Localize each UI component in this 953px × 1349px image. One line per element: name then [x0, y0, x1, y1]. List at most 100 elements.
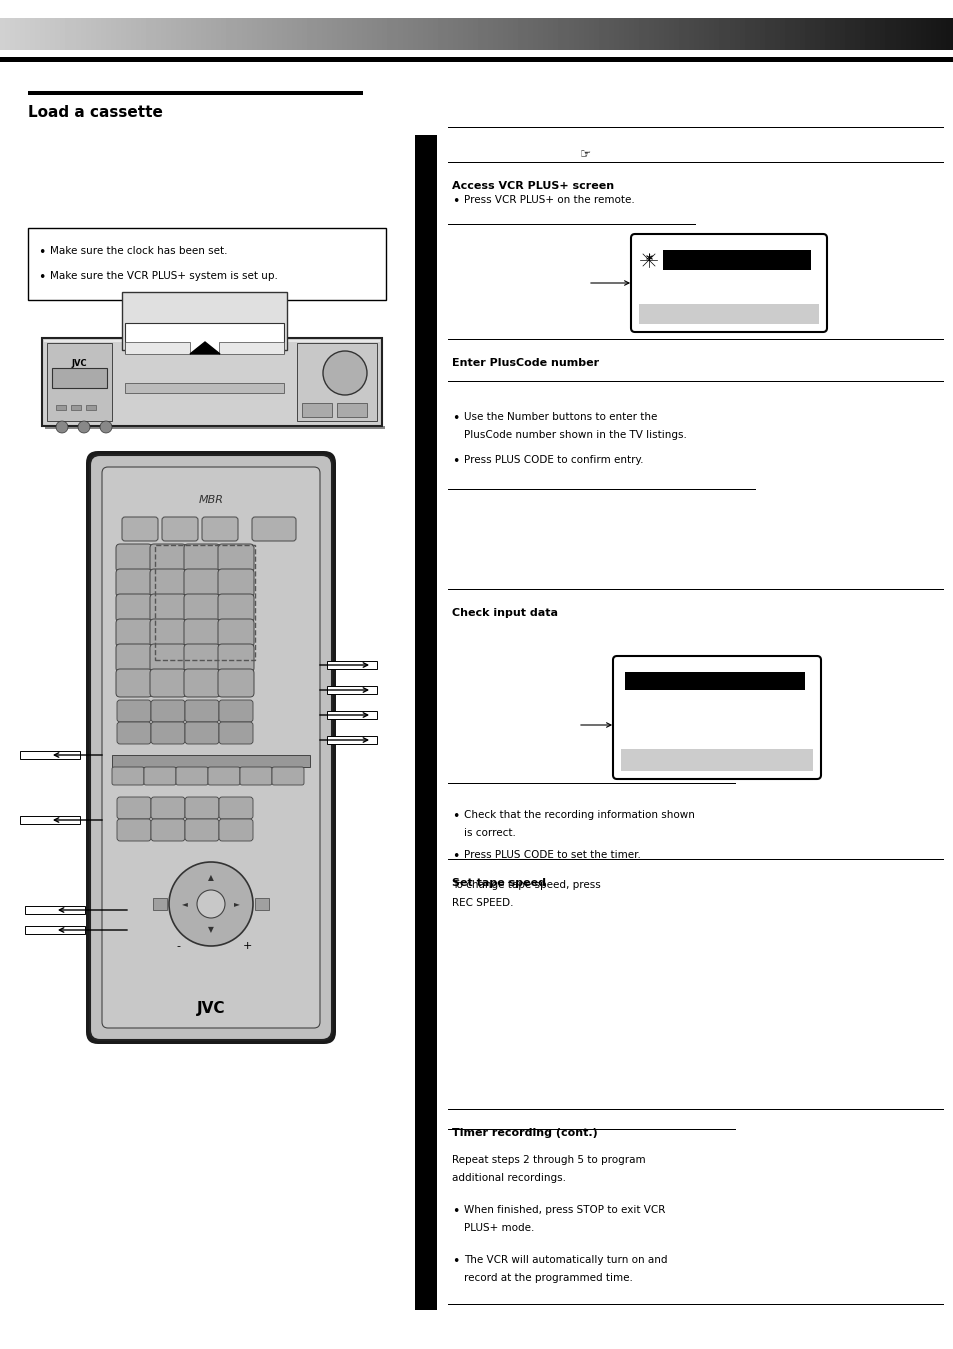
Bar — [620, 749, 812, 772]
Text: Press VCR PLUS+ on the remote.: Press VCR PLUS+ on the remote. — [463, 196, 634, 205]
Bar — [125, 343, 190, 353]
FancyBboxPatch shape — [218, 669, 253, 697]
Bar — [125, 383, 284, 393]
FancyBboxPatch shape — [252, 517, 295, 541]
FancyBboxPatch shape — [116, 594, 152, 622]
FancyBboxPatch shape — [184, 669, 220, 697]
FancyBboxPatch shape — [175, 768, 208, 785]
Text: •: • — [452, 411, 459, 425]
Text: •: • — [452, 455, 459, 468]
Bar — [336, 403, 367, 417]
FancyBboxPatch shape — [185, 797, 219, 819]
Text: •: • — [38, 271, 46, 285]
FancyBboxPatch shape — [185, 700, 219, 722]
FancyBboxPatch shape — [219, 819, 253, 840]
Bar — [448, 588, 943, 590]
Bar — [152, 898, 167, 911]
Text: Check input data: Check input data — [452, 608, 558, 618]
Bar — [125, 322, 284, 353]
FancyBboxPatch shape — [150, 619, 186, 648]
FancyBboxPatch shape — [151, 797, 185, 819]
Text: Access VCR PLUS+ screen: Access VCR PLUS+ screen — [452, 181, 614, 192]
Text: Make sure the clock has been set.: Make sure the clock has been set. — [50, 246, 227, 256]
Bar — [45, 426, 385, 429]
FancyBboxPatch shape — [185, 722, 219, 745]
Text: Enter PlusCode number: Enter PlusCode number — [452, 357, 598, 368]
FancyBboxPatch shape — [162, 517, 198, 541]
FancyBboxPatch shape — [116, 669, 152, 697]
FancyBboxPatch shape — [218, 643, 253, 672]
Bar — [327, 737, 376, 745]
Bar — [28, 228, 386, 299]
Text: ☞: ☞ — [579, 148, 591, 161]
Bar — [448, 162, 943, 163]
Bar — [219, 343, 284, 353]
FancyBboxPatch shape — [90, 455, 332, 1040]
Bar — [47, 343, 112, 421]
Circle shape — [78, 421, 90, 433]
Bar — [154, 545, 254, 660]
Text: PLUS+ mode.: PLUS+ mode. — [463, 1224, 534, 1233]
FancyBboxPatch shape — [218, 594, 253, 622]
Circle shape — [169, 862, 253, 946]
FancyBboxPatch shape — [184, 569, 220, 598]
FancyBboxPatch shape — [218, 569, 253, 598]
FancyBboxPatch shape — [116, 544, 152, 572]
FancyBboxPatch shape — [150, 544, 186, 572]
Circle shape — [323, 351, 367, 395]
FancyBboxPatch shape — [208, 768, 240, 785]
FancyBboxPatch shape — [184, 643, 220, 672]
Bar — [448, 127, 943, 128]
Text: Press PLUS CODE to confirm entry.: Press PLUS CODE to confirm entry. — [463, 455, 643, 465]
Bar — [44, 340, 379, 343]
Bar — [20, 816, 80, 824]
Text: Load a cassette: Load a cassette — [28, 105, 163, 120]
Bar — [624, 672, 804, 689]
Bar — [448, 339, 943, 340]
Text: Use the Number buttons to enter the: Use the Number buttons to enter the — [463, 411, 657, 422]
Text: JVC: JVC — [71, 359, 87, 367]
Bar — [296, 343, 376, 421]
Text: When finished, press STOP to exit VCR: When finished, press STOP to exit VCR — [463, 1205, 664, 1215]
FancyBboxPatch shape — [202, 517, 237, 541]
Text: Check that the recording information shown: Check that the recording information sho… — [463, 809, 694, 820]
FancyBboxPatch shape — [218, 619, 253, 648]
FancyBboxPatch shape — [150, 643, 186, 672]
Text: Timer recording (cont.): Timer recording (cont.) — [452, 1128, 598, 1139]
Polygon shape — [190, 343, 220, 353]
FancyBboxPatch shape — [117, 700, 151, 722]
Bar — [71, 405, 81, 410]
FancyBboxPatch shape — [144, 768, 175, 785]
Bar — [42, 339, 381, 426]
Text: ►: ► — [233, 900, 240, 908]
Text: JVC: JVC — [196, 1001, 225, 1016]
Text: is correct.: is correct. — [463, 828, 516, 838]
Circle shape — [56, 421, 68, 433]
FancyBboxPatch shape — [151, 700, 185, 722]
Bar — [415, 135, 436, 1310]
Text: •: • — [452, 1205, 459, 1218]
Text: •: • — [38, 246, 46, 259]
FancyBboxPatch shape — [117, 797, 151, 819]
Text: ◄: ◄ — [182, 900, 188, 908]
FancyBboxPatch shape — [630, 233, 826, 332]
FancyBboxPatch shape — [219, 722, 253, 745]
Text: REC SPEED.: REC SPEED. — [452, 898, 513, 908]
Bar — [25, 907, 85, 915]
FancyBboxPatch shape — [151, 819, 185, 840]
Bar — [327, 661, 376, 669]
Text: +: + — [243, 942, 253, 951]
Bar — [56, 405, 66, 410]
Bar — [0, 57, 953, 62]
Text: *: * — [645, 254, 652, 267]
FancyBboxPatch shape — [184, 594, 220, 622]
FancyBboxPatch shape — [116, 619, 152, 648]
Bar — [639, 304, 818, 324]
Bar — [302, 403, 332, 417]
Text: ▼: ▼ — [208, 925, 213, 935]
Bar — [254, 898, 269, 911]
FancyBboxPatch shape — [151, 722, 185, 745]
FancyBboxPatch shape — [116, 569, 152, 598]
Text: Set tape speed: Set tape speed — [452, 878, 545, 888]
FancyBboxPatch shape — [102, 467, 319, 1028]
